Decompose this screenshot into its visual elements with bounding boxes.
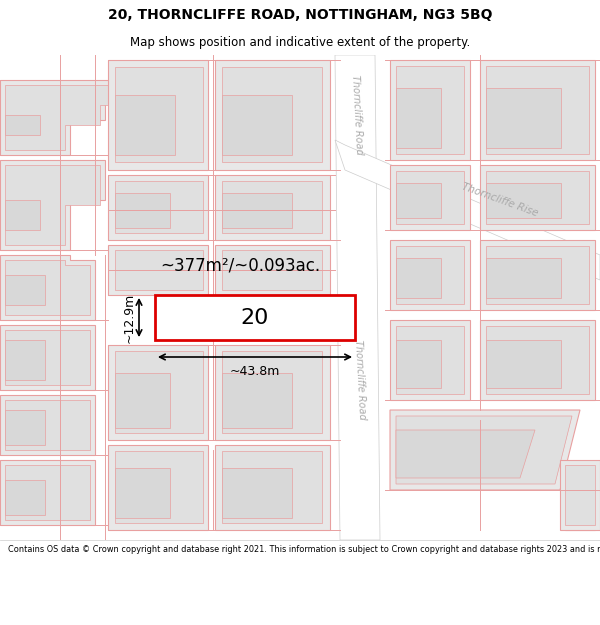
Bar (480, 320, 595, 400)
Bar (5, 115, 40, 135)
Bar (480, 165, 595, 230)
Bar (108, 60, 208, 170)
Bar (5, 480, 45, 515)
Bar (115, 95, 175, 155)
Polygon shape (0, 255, 95, 320)
Bar (396, 88, 441, 148)
Polygon shape (5, 465, 90, 520)
Bar (390, 165, 470, 230)
Bar (215, 60, 330, 170)
Text: 20: 20 (241, 308, 269, 328)
Bar (486, 340, 561, 388)
Polygon shape (0, 460, 95, 525)
Bar (486, 183, 561, 218)
Bar (115, 373, 170, 428)
Polygon shape (396, 416, 572, 484)
Bar (222, 181, 322, 233)
Polygon shape (335, 55, 380, 540)
Bar (396, 340, 441, 388)
Polygon shape (5, 165, 100, 245)
Polygon shape (0, 160, 105, 250)
Bar (480, 240, 595, 310)
Polygon shape (560, 460, 600, 530)
Bar (215, 445, 330, 530)
Text: ~43.8m: ~43.8m (230, 365, 280, 378)
Bar (115, 67, 203, 162)
Polygon shape (390, 410, 580, 490)
Bar (396, 246, 464, 304)
Bar (108, 345, 208, 440)
Bar (396, 171, 464, 224)
Bar (222, 67, 322, 162)
Bar (222, 468, 292, 518)
Text: ~12.9m: ~12.9m (123, 292, 136, 342)
Bar (486, 88, 561, 148)
Bar (155, 295, 355, 340)
Polygon shape (335, 140, 600, 280)
Polygon shape (5, 85, 125, 150)
Bar (222, 193, 292, 228)
Bar (396, 326, 464, 394)
Bar (222, 250, 322, 290)
Polygon shape (396, 430, 535, 478)
Polygon shape (0, 325, 95, 390)
Bar (215, 345, 330, 440)
Bar (486, 171, 589, 224)
Bar (5, 275, 45, 305)
Bar (565, 470, 595, 530)
Bar (115, 351, 203, 433)
Bar (396, 258, 441, 298)
Bar (486, 66, 589, 154)
Bar (115, 193, 170, 228)
Bar (222, 351, 322, 433)
Bar (486, 246, 589, 304)
Bar (396, 183, 441, 218)
Bar (486, 326, 589, 394)
Polygon shape (5, 330, 90, 385)
Bar (222, 373, 292, 428)
Polygon shape (0, 80, 130, 155)
Bar (215, 245, 330, 295)
Bar (390, 60, 470, 160)
Text: Thorncliffe Road: Thorncliffe Road (350, 75, 364, 155)
Bar (222, 95, 292, 155)
Text: Contains OS data © Crown copyright and database right 2021. This information is : Contains OS data © Crown copyright and d… (8, 545, 600, 554)
Bar (5, 410, 45, 445)
Bar (115, 468, 170, 518)
Bar (5, 200, 40, 230)
Bar (480, 60, 595, 160)
Bar (115, 451, 203, 523)
Text: Thorncliffe Rise: Thorncliffe Rise (460, 181, 539, 219)
Bar (115, 250, 203, 290)
Bar (222, 451, 322, 523)
Bar (108, 175, 208, 240)
Text: Thorncliffe Road: Thorncliffe Road (353, 340, 367, 420)
Bar (115, 181, 203, 233)
Text: ~377m²/~0.093ac.: ~377m²/~0.093ac. (160, 256, 320, 274)
Bar (108, 245, 208, 295)
Bar (486, 258, 561, 298)
Bar (396, 66, 464, 154)
Bar (108, 445, 208, 530)
Polygon shape (5, 260, 90, 315)
Bar (5, 340, 45, 380)
Polygon shape (565, 465, 595, 525)
Text: Map shows position and indicative extent of the property.: Map shows position and indicative extent… (130, 36, 470, 49)
Text: 20, THORNCLIFFE ROAD, NOTTINGHAM, NG3 5BQ: 20, THORNCLIFFE ROAD, NOTTINGHAM, NG3 5B… (108, 8, 492, 22)
Polygon shape (0, 395, 95, 455)
Bar (390, 320, 470, 400)
Polygon shape (5, 400, 90, 450)
Bar (390, 240, 470, 310)
Bar (215, 175, 330, 240)
